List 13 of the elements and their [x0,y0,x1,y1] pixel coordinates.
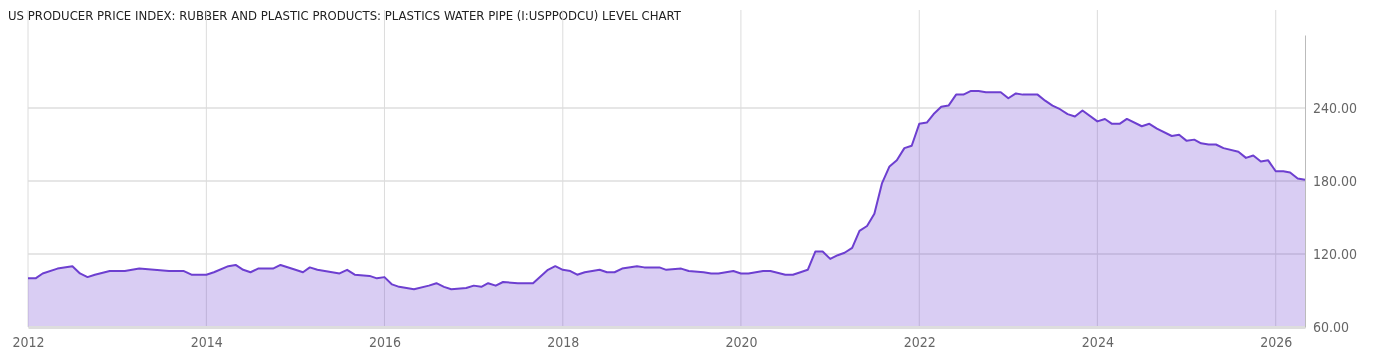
x-tick-label: 2024 [1081,333,1114,350]
y-tick-label: 240.00 [1313,99,1358,116]
x-tick-label: 2018 [547,333,580,350]
x-tick-label: 2014 [190,333,223,350]
y-tick-label: 60.00 [1313,318,1350,335]
x-tick-label: 2020 [725,333,758,350]
x-tick-label: 2016 [368,333,401,350]
x-tick-label: 2012 [12,333,45,350]
y-tick-label: 120.00 [1313,245,1358,262]
x-tick-label: 2026 [1260,333,1293,350]
y-tick-label: 180.00 [1313,172,1358,189]
x-tick-label: 2022 [903,333,936,350]
chart-title: US PRODUCER PRICE INDEX: RUBBER AND PLASTIC PRODUCTS: PLASTICS WATER PIPE (I:USPPODCU) LEVEL CHART [8,8,682,23]
